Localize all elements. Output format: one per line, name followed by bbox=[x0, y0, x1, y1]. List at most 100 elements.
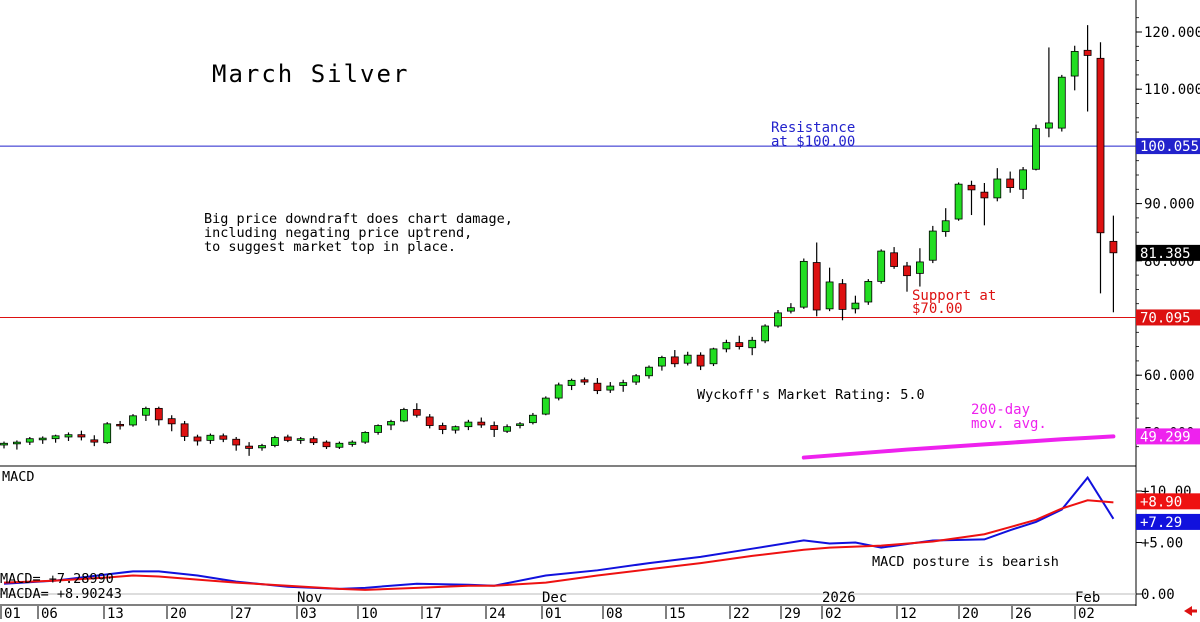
y-tick-label: 120.000 bbox=[1144, 25, 1200, 41]
support-tag-bg bbox=[1136, 309, 1200, 326]
candle-body bbox=[116, 423, 124, 427]
candle-body bbox=[941, 220, 950, 233]
candle-body bbox=[851, 302, 860, 310]
candle-body bbox=[283, 436, 292, 441]
candle bbox=[916, 248, 924, 287]
candle bbox=[1019, 166, 1027, 200]
candle bbox=[464, 419, 473, 431]
candle bbox=[141, 406, 150, 421]
candle bbox=[1045, 47, 1053, 138]
candle-body bbox=[503, 426, 512, 432]
resistance-label: Resistance bbox=[771, 120, 855, 136]
candle bbox=[941, 208, 950, 237]
candle-body bbox=[516, 423, 524, 426]
candle-body bbox=[877, 250, 886, 282]
candle-body bbox=[1045, 122, 1053, 129]
candle bbox=[593, 378, 602, 395]
x-tick-label: 15 bbox=[669, 606, 686, 622]
candle bbox=[606, 382, 615, 393]
candle bbox=[658, 355, 666, 371]
macda-tag-bg bbox=[1136, 493, 1200, 510]
candle bbox=[503, 424, 512, 433]
candle-body bbox=[374, 425, 383, 433]
candle-body bbox=[864, 280, 873, 303]
candle-body bbox=[619, 382, 628, 386]
candle bbox=[722, 339, 731, 353]
moving-average-layer bbox=[801, 434, 1116, 460]
candle bbox=[735, 335, 744, 350]
chart-title: March Silver bbox=[212, 60, 409, 88]
candle-body bbox=[696, 354, 705, 367]
candle bbox=[154, 406, 163, 426]
candle-body bbox=[529, 414, 537, 424]
candle bbox=[1006, 171, 1015, 193]
macda-tag: +8.90 bbox=[1140, 494, 1182, 510]
candle-body bbox=[1109, 240, 1118, 254]
candle bbox=[1032, 124, 1040, 171]
candle bbox=[258, 443, 266, 451]
candle-body bbox=[141, 407, 150, 416]
macd-tag: +7.29 bbox=[1140, 515, 1182, 531]
price-tags: 100.055 81.385 70.095 49.299 +8.90 +7.29 bbox=[1136, 138, 1200, 531]
candle bbox=[38, 436, 47, 444]
x-tick-label: Nov bbox=[297, 590, 322, 606]
candle-body bbox=[180, 423, 189, 437]
candle-body bbox=[77, 434, 86, 438]
candle-body bbox=[799, 260, 808, 308]
candle-body bbox=[580, 379, 589, 383]
candle-body bbox=[645, 366, 653, 377]
scroll-left-arrow-icon[interactable] bbox=[1184, 606, 1192, 616]
candle-body bbox=[129, 415, 137, 426]
x-tick-label: 02 bbox=[1078, 606, 1095, 622]
ma-label-line1: 200-day bbox=[971, 402, 1030, 418]
candle bbox=[399, 407, 408, 423]
candle bbox=[322, 440, 331, 449]
resistance-tag: 100.055 bbox=[1140, 139, 1199, 155]
candle bbox=[0, 441, 8, 449]
candle bbox=[541, 396, 550, 416]
candle-body bbox=[541, 397, 550, 415]
ma200-line bbox=[801, 434, 1116, 460]
candle bbox=[554, 382, 563, 401]
candle bbox=[1096, 42, 1105, 294]
candle-body bbox=[658, 357, 666, 367]
candle bbox=[903, 261, 911, 292]
candle bbox=[774, 309, 782, 328]
macd-layer bbox=[3, 475, 1115, 591]
candle bbox=[1070, 45, 1079, 91]
macd-posture-note: MACD posture is bearish bbox=[872, 554, 1059, 570]
candle bbox=[645, 365, 653, 379]
candle-body bbox=[967, 184, 976, 191]
macd-tick-label: 0.00 bbox=[1141, 587, 1175, 603]
candle bbox=[567, 378, 576, 391]
candle-body bbox=[1096, 57, 1105, 234]
candle bbox=[890, 247, 898, 269]
candle-body bbox=[490, 425, 499, 430]
candle-body bbox=[464, 421, 473, 428]
candle bbox=[838, 279, 847, 321]
candle bbox=[180, 420, 189, 441]
candle-body bbox=[1006, 178, 1015, 188]
candle bbox=[825, 267, 834, 312]
candle bbox=[477, 417, 486, 428]
macd-tag-bg bbox=[1136, 513, 1200, 530]
candle-body bbox=[761, 325, 769, 342]
candle-body bbox=[709, 348, 718, 365]
candle bbox=[425, 414, 434, 429]
candle-body bbox=[412, 409, 421, 416]
candle bbox=[683, 351, 692, 366]
candle-body bbox=[1019, 169, 1027, 190]
ma-tag: 49.299 bbox=[1140, 429, 1191, 445]
candle bbox=[438, 422, 447, 435]
x-tick-label: 01 bbox=[4, 606, 21, 622]
candle bbox=[993, 168, 1002, 202]
candle-body bbox=[1057, 76, 1066, 129]
candle bbox=[851, 295, 860, 314]
x-tick-label: 01 bbox=[545, 606, 562, 622]
macd-line bbox=[3, 475, 1115, 590]
candle-body bbox=[980, 191, 989, 199]
macda-line bbox=[3, 499, 1114, 591]
support-label-line2: $70.00 bbox=[912, 301, 963, 317]
candle bbox=[954, 182, 963, 221]
